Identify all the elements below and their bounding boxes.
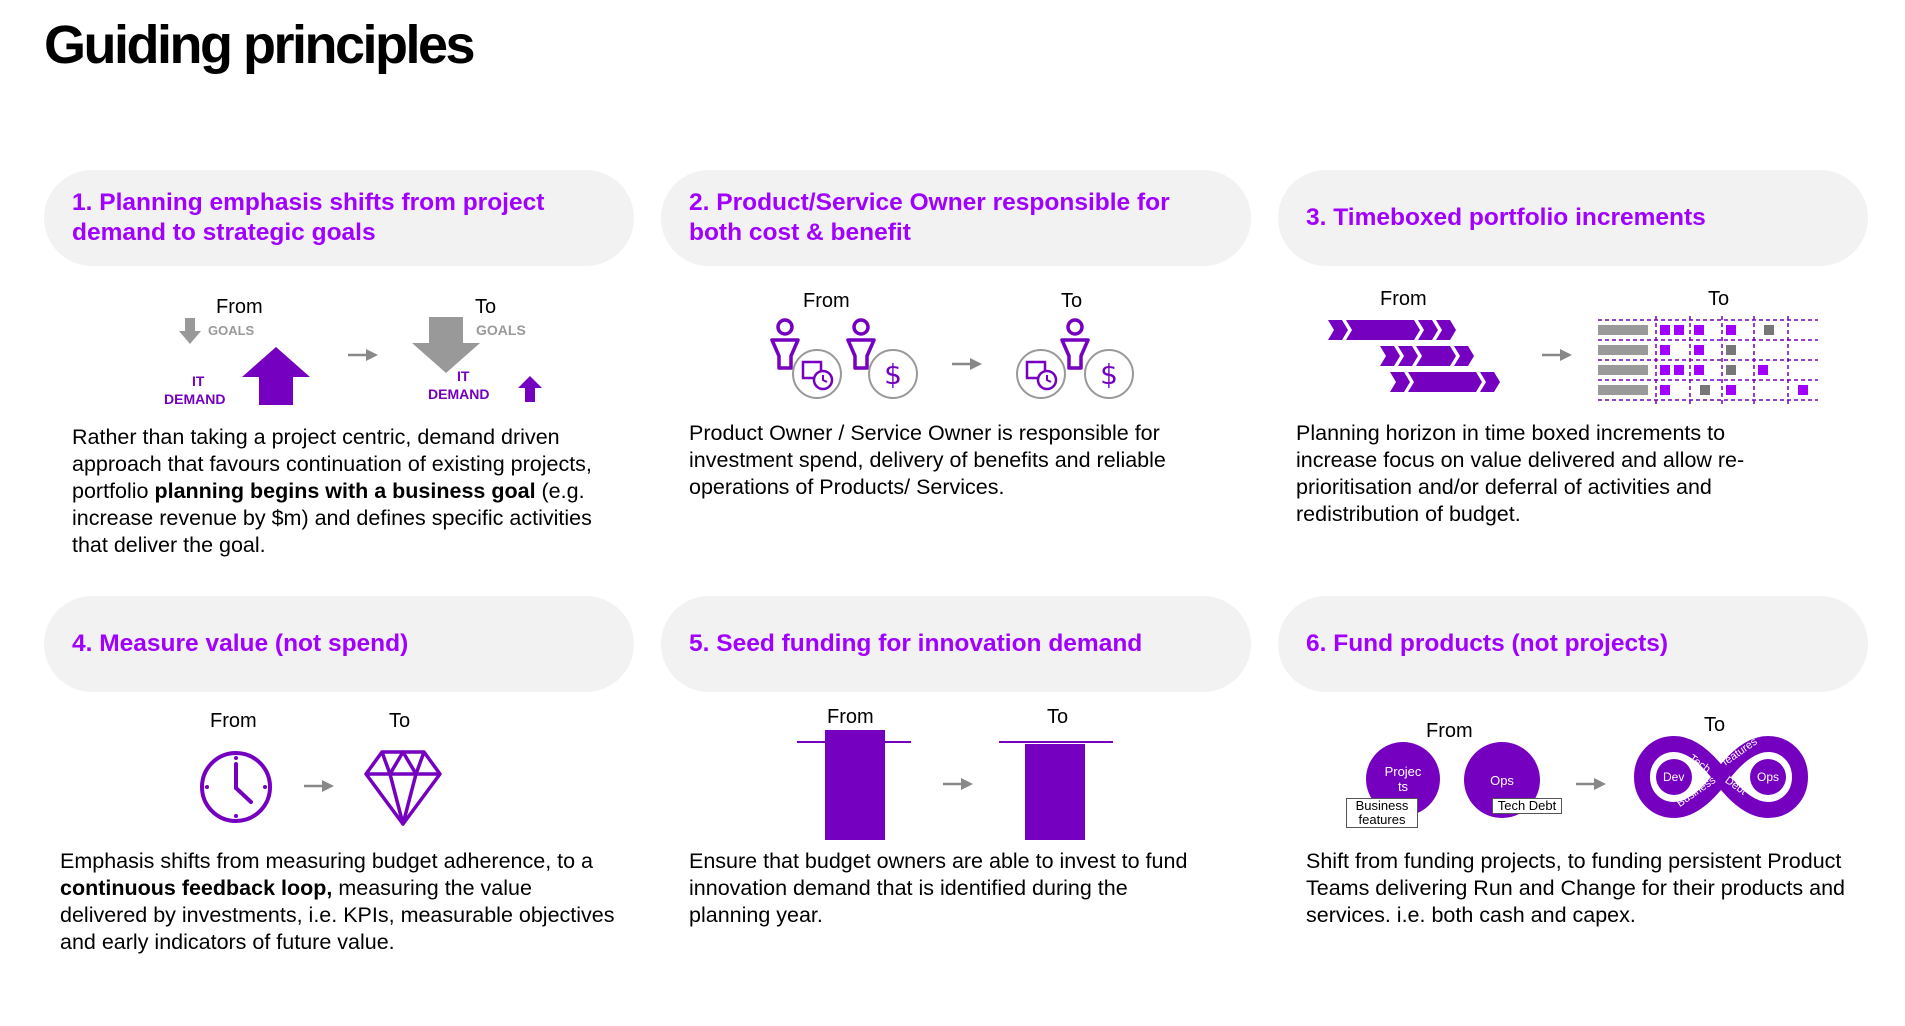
to-label: To xyxy=(1704,714,1726,736)
from-label: From xyxy=(803,290,850,312)
principle-card-4: 4. Measure value (not spend) From To Emp… xyxy=(44,596,634,1026)
principle-card-3: 3. Timeboxed portfolio increments From T… xyxy=(1278,170,1868,600)
from-goals-arrow-icon xyxy=(179,318,201,344)
to-demand-arrow-icon xyxy=(518,376,542,402)
owner-benefit-icon: $ xyxy=(846,318,918,399)
principle-description: Rather than taking a project centric, de… xyxy=(72,425,592,557)
ops-to-label: Ops xyxy=(1757,770,1780,784)
principle-heading-pill: 6. Fund products (not projects) xyxy=(1278,596,1868,692)
to-demand-label: DEMAND xyxy=(428,386,490,402)
to-goals-arrow-icon xyxy=(412,317,480,373)
diamond-icon xyxy=(364,750,442,826)
ops-label: Ops xyxy=(1490,772,1514,788)
principle-description: Ensure that budget owners are able to in… xyxy=(689,849,1188,927)
from-goals-label: GOALS xyxy=(208,323,255,338)
tech-debt-box: Tech Debt xyxy=(1492,798,1562,814)
business-features-box: Business features xyxy=(1346,798,1418,828)
principle-heading: 1. Planning emphasis shifts from project… xyxy=(72,189,545,246)
to-label: To xyxy=(389,710,411,732)
principle-heading-pill: 2. Product/Service Owner responsible for… xyxy=(661,170,1251,266)
projects-label: Projec ts xyxy=(1384,764,1422,794)
from-label: From xyxy=(210,710,257,732)
svg-text:$: $ xyxy=(884,358,902,391)
to-budget-bar-icon xyxy=(999,741,1113,840)
clock-icon xyxy=(200,751,272,823)
dev-label: Dev xyxy=(1663,770,1685,784)
arrow-right-icon xyxy=(1542,349,1572,361)
principle-heading: 4. Measure value (not spend) xyxy=(72,630,409,657)
arrow-right-icon xyxy=(1576,778,1606,790)
principle-description: Shift from funding projects, to funding … xyxy=(1306,849,1846,927)
devops-infinity-loop-icon xyxy=(1634,736,1808,818)
principle-card-6: 6. Fund products (not projects) From To … xyxy=(1278,596,1868,1026)
from-it-label: IT xyxy=(192,373,205,389)
owner-cost-icon xyxy=(770,318,842,399)
to-label: To xyxy=(1708,288,1730,310)
to-label: To xyxy=(1047,706,1069,728)
principle-description: Product Owner / Service Owner is respons… xyxy=(689,421,1166,499)
principle-heading-pill: 4. Measure value (not spend) xyxy=(44,596,634,692)
to-label: To xyxy=(1061,290,1083,312)
principle-description: Planning horizon in time boxed increment… xyxy=(1296,421,1745,526)
from-label: From xyxy=(1380,288,1427,310)
principle-heading-pill: 3. Timeboxed portfolio increments xyxy=(1278,170,1868,266)
principle-heading: 5. Seed funding for innovation demand xyxy=(689,630,1143,657)
principle-description: Emphasis shifts from measuring budget ad… xyxy=(60,849,615,954)
from-demand-label: DEMAND xyxy=(164,391,226,407)
from-label: From xyxy=(216,296,263,318)
from-label: From xyxy=(827,706,874,728)
principle-heading-pill: 1. Planning emphasis shifts from project… xyxy=(44,170,634,266)
arrow-right-icon xyxy=(943,778,973,790)
arrow-right-icon xyxy=(952,358,982,370)
svg-text:$: $ xyxy=(1100,358,1118,391)
principle-heading: 3. Timeboxed portfolio increments xyxy=(1306,204,1706,231)
principle-card-1: 1. Planning emphasis shifts from project… xyxy=(44,170,634,600)
principle-card-5: 5. Seed funding for innovation demand Fr… xyxy=(661,596,1251,1026)
to-label: To xyxy=(475,296,497,318)
principle-heading: 6. Fund products (not projects) xyxy=(1306,630,1669,657)
from-budget-bar-icon xyxy=(797,730,911,840)
principle-card-2: 2. Product/Service Owner responsible for… xyxy=(661,170,1251,600)
timeboxed-grid-icon xyxy=(1598,316,1818,406)
arrow-right-icon xyxy=(348,349,378,361)
from-demand-arrow-icon xyxy=(242,347,310,405)
page-title: Guiding principles xyxy=(44,15,476,75)
principle-heading: 2. Product/Service Owner responsible for… xyxy=(689,189,1170,246)
to-it-label: IT xyxy=(457,368,470,384)
arrow-right-icon xyxy=(304,780,334,792)
sequential-chevrons-icon xyxy=(1328,320,1500,392)
owner-cost-and-benefit-icon: $ xyxy=(1016,318,1134,399)
principle-heading-pill: 5. Seed funding for innovation demand xyxy=(661,596,1251,692)
to-goals-label: GOALS xyxy=(476,322,526,338)
from-label: From xyxy=(1426,720,1473,742)
